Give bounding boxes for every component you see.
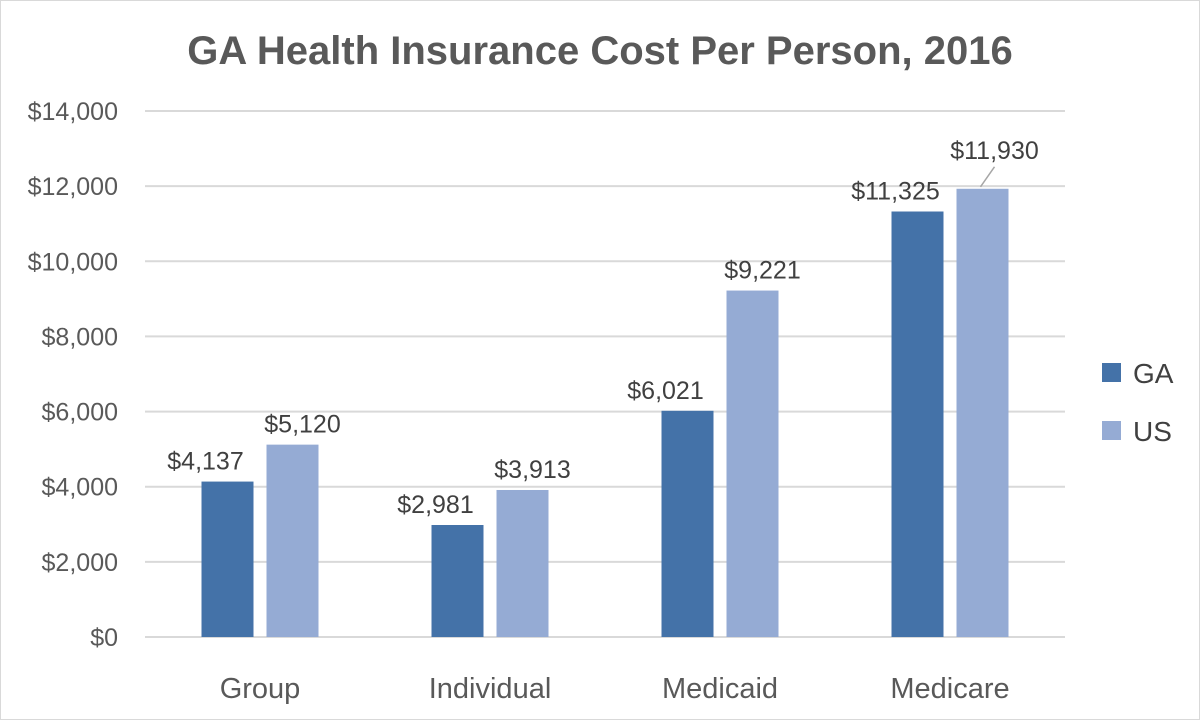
x-category-label: Medicare: [890, 673, 1009, 705]
y-tick-label: $6,000: [42, 399, 118, 427]
x-category-label: Group: [220, 673, 301, 705]
legend-label: US: [1133, 416, 1172, 447]
data-labels: $4,137 $5,120 $2,981 $3,913 $6,021 $9,221 $11,…: [167, 137, 1038, 519]
bar-ga-medicaid: [661, 410, 714, 637]
data-label: $2,981: [397, 491, 473, 519]
data-label: $9,221: [724, 257, 800, 285]
y-tick-label: $2,000: [42, 549, 118, 577]
data-label: $3,913: [494, 456, 570, 484]
bar-ga-group: [201, 481, 254, 637]
x-category-label: Individual: [429, 673, 552, 705]
bar-ga-individual: [431, 524, 484, 637]
y-tick-label: $0: [90, 624, 118, 652]
bars: [201, 188, 1009, 637]
bar-us-medicaid: [726, 290, 779, 637]
x-category-label: Medicaid: [662, 673, 778, 705]
bar-us-individual: [496, 489, 549, 637]
bar-ga-medicare: [891, 211, 944, 637]
y-tick-label: $12,000: [28, 173, 118, 201]
y-tick-label: $14,000: [28, 98, 118, 126]
legend-label: GA: [1133, 358, 1174, 389]
data-label: $11,325: [851, 178, 940, 206]
y-tick-label: $8,000: [42, 323, 118, 351]
chart-title: GA Health Insurance Cost Per Person, 201…: [187, 29, 1013, 73]
data-label: $6,021: [627, 377, 703, 405]
data-label: $5,120: [264, 411, 340, 439]
legend: GA US: [1102, 358, 1174, 447]
y-tick-label: $10,000: [28, 248, 118, 276]
y-tick-label: $4,000: [42, 474, 118, 502]
data-label: $4,137: [167, 448, 243, 476]
legend-swatch-us: [1102, 421, 1121, 440]
bar-us-medicare: [956, 188, 1009, 637]
data-label: $11,930: [950, 137, 1039, 165]
legend-swatch-ga: [1102, 363, 1121, 382]
y-axis-ticks: $0 $2,000 $4,000 $6,000 $8,000 $10,000 $12,000…: [28, 98, 118, 652]
data-label-leader-line: [979, 166, 996, 188]
bar-us-group: [266, 444, 319, 637]
x-axis-categories: Group Individual Medicaid Medicare: [220, 673, 1010, 705]
